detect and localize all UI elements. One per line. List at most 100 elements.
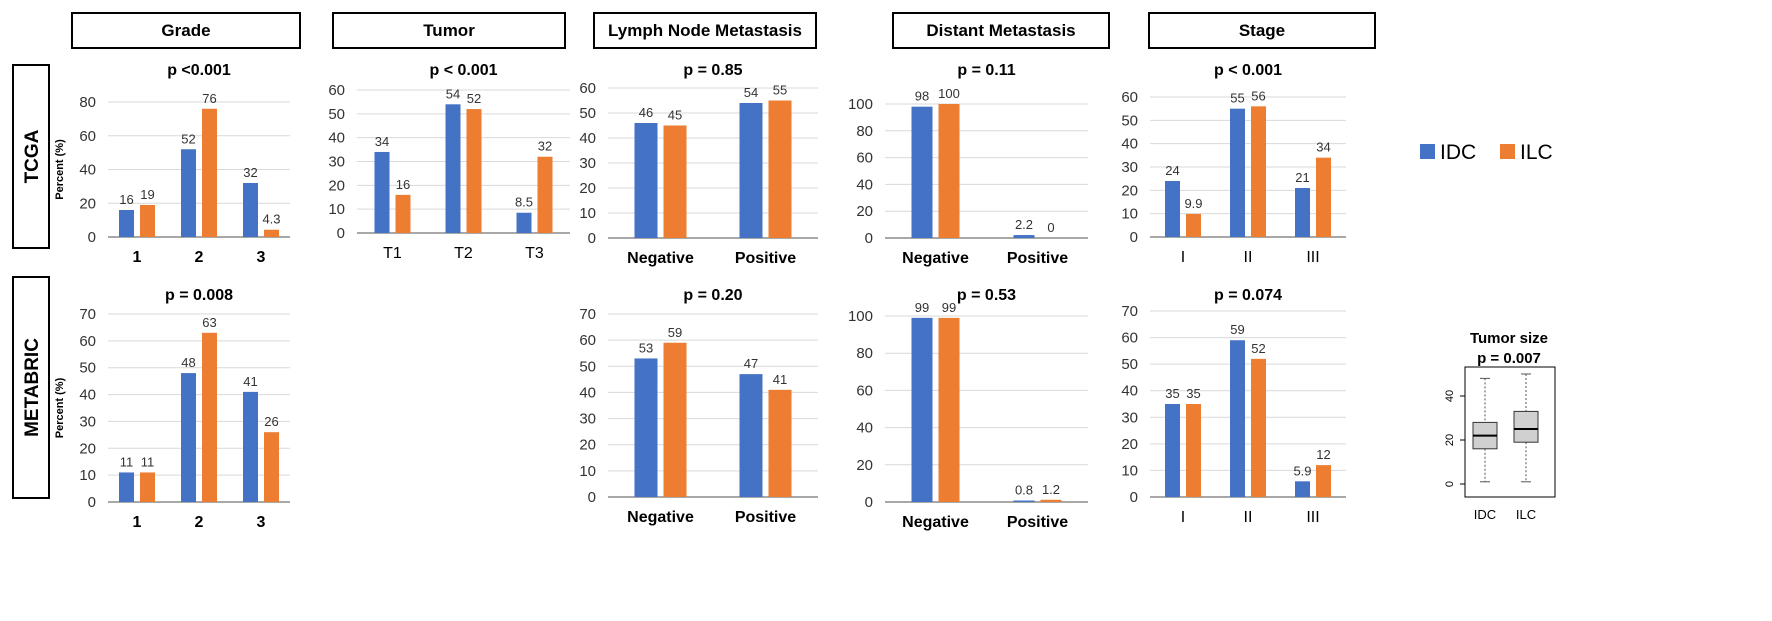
y-tick-label: 50 — [1121, 112, 1138, 129]
y-tick-label: 60 — [856, 150, 873, 167]
bar-ilc — [1040, 499, 1062, 502]
bar-idc — [1295, 188, 1310, 237]
row-label-text: METABRIC — [22, 338, 43, 437]
y-tick-label: 0 — [865, 230, 873, 247]
y-tick-label: 80 — [856, 123, 873, 140]
y-tick-label: 0 — [1130, 229, 1138, 246]
bar-idc — [119, 210, 134, 237]
legend-swatch — [1420, 144, 1435, 159]
chart-metabric-lymph: 0 10 20 30 40 50 60 70 p = 0.20 53 59 Negative 47 41 P… — [579, 287, 818, 526]
data-label: 0 — [1047, 220, 1054, 235]
data-label: 48 — [181, 355, 195, 370]
y-tick-label: 10 — [79, 467, 96, 484]
data-label: 34 — [375, 134, 389, 149]
bar-idc — [374, 151, 390, 233]
chart-tcga-grade: 0 20 40 60 80 p <0.001 Percent (%) 16 19 1 52 76 2 32… — [54, 62, 290, 266]
column-header-box — [1148, 12, 1376, 49]
y-tick-label: 40 — [79, 162, 96, 179]
data-label: 98 — [915, 89, 929, 104]
bar-idc — [181, 149, 196, 237]
y-tick-label: 20 — [328, 177, 345, 194]
boxplot-box — [1513, 410, 1539, 443]
column-header-box — [892, 12, 1110, 49]
category-label: 3 — [257, 514, 266, 531]
data-label: 11 — [120, 454, 134, 469]
category-label: III — [1306, 249, 1319, 266]
y-tick-label: 70 — [79, 306, 96, 323]
y-tick-label: 0 — [588, 489, 596, 506]
y-tick-label: 80 — [79, 94, 96, 111]
column-header-box — [71, 12, 301, 49]
data-label: 41 — [243, 374, 257, 389]
y-tick-label: 40 — [579, 130, 596, 147]
category-label: 1 — [133, 514, 142, 531]
data-label: 16 — [119, 192, 133, 207]
row-label-box — [12, 64, 50, 249]
data-label: 55 — [1230, 91, 1244, 106]
y-tick-label: 40 — [856, 176, 873, 193]
bar-ilc — [202, 108, 217, 237]
y-tick-label: 70 — [579, 306, 596, 323]
y-tick-label: 50 — [1121, 356, 1138, 373]
data-label: 24 — [1165, 163, 1179, 178]
bar-idc — [739, 374, 763, 497]
chart-tcga-distant: 0 20 40 60 80 100 p = 0.11 98 100 Negative 2.2 0 Pos… — [848, 62, 1088, 267]
bar-ilc — [264, 432, 279, 502]
bar-idc — [911, 317, 933, 502]
y-tick-label: 60 — [579, 332, 596, 349]
y-tick-label: 40 — [1121, 383, 1138, 400]
row-label-box — [12, 276, 50, 499]
boxplot-tick-label: 20 — [1444, 434, 1456, 446]
data-label: 59 — [1230, 322, 1244, 337]
bar-ilc — [395, 194, 411, 233]
data-label: 34 — [1316, 140, 1330, 155]
y-tick-label: 50 — [79, 360, 96, 377]
y-tick-label: 60 — [1121, 330, 1138, 347]
chart-title: p = 0.008 — [165, 287, 233, 304]
column-header-title: Grade — [161, 21, 210, 40]
chart-metabric-stage: 0 10 20 30 40 50 60 70 p = 0.074 35 35 I 59 52 II 5.9 12… — [1121, 287, 1346, 526]
data-label: 76 — [202, 91, 216, 106]
data-label: 59 — [668, 325, 682, 340]
category-label: Positive — [1007, 250, 1068, 267]
column-header: Tumor — [332, 12, 566, 49]
data-label: 52 — [1251, 341, 1265, 356]
y-tick-label: 70 — [1121, 303, 1138, 320]
chart-title: p = 0.11 — [957, 62, 1015, 79]
bar-ilc — [264, 229, 279, 237]
bar-idc — [739, 103, 763, 238]
bar-ilc — [1251, 106, 1266, 237]
column-header-title: Distant Metastasis — [926, 21, 1075, 40]
category-label: II — [1244, 249, 1253, 266]
data-label: 12 — [1316, 447, 1330, 462]
category-label: II — [1244, 509, 1253, 526]
y-tick-label: 30 — [1121, 409, 1138, 426]
bar-ilc — [938, 104, 960, 238]
data-label: 100 — [938, 86, 960, 101]
y-tick-label: 30 — [579, 411, 596, 428]
bar-ilc — [140, 472, 155, 502]
data-label: 47 — [744, 356, 758, 371]
boxplot-tick-label: 0 — [1444, 481, 1456, 487]
data-label: 0.8 — [1015, 483, 1033, 498]
legend: IDC ILC — [1420, 141, 1553, 164]
y-tick-label: 20 — [79, 195, 96, 212]
y-tick-label: 0 — [588, 230, 596, 247]
boxplot-category-label: ILC — [1516, 507, 1536, 522]
y-tick-label: 20 — [79, 440, 96, 457]
row-label: TCGA — [12, 64, 50, 249]
y-tick-label: 100 — [848, 308, 873, 325]
column-headers: Grade Tumor Lymph Node Metastasis Distant M… — [71, 12, 1376, 49]
chart-tcga-tumor: 0 10 20 30 40 50 60 p < 0.001 34 16 T1 54 52 T2 8.5 32 T… — [328, 62, 570, 262]
chart-title: p = 0.85 — [683, 62, 742, 79]
legend-label: ILC — [1520, 141, 1553, 164]
y-tick-label: 20 — [579, 180, 596, 197]
bar-ilc — [938, 317, 960, 502]
data-label: 45 — [668, 108, 682, 123]
y-tick-label: 10 — [1121, 462, 1138, 479]
category-label: Positive — [735, 250, 796, 267]
y-tick-label: 40 — [856, 420, 873, 437]
y-tick-label: 60 — [79, 333, 96, 350]
row-label: METABRIC — [12, 276, 50, 499]
